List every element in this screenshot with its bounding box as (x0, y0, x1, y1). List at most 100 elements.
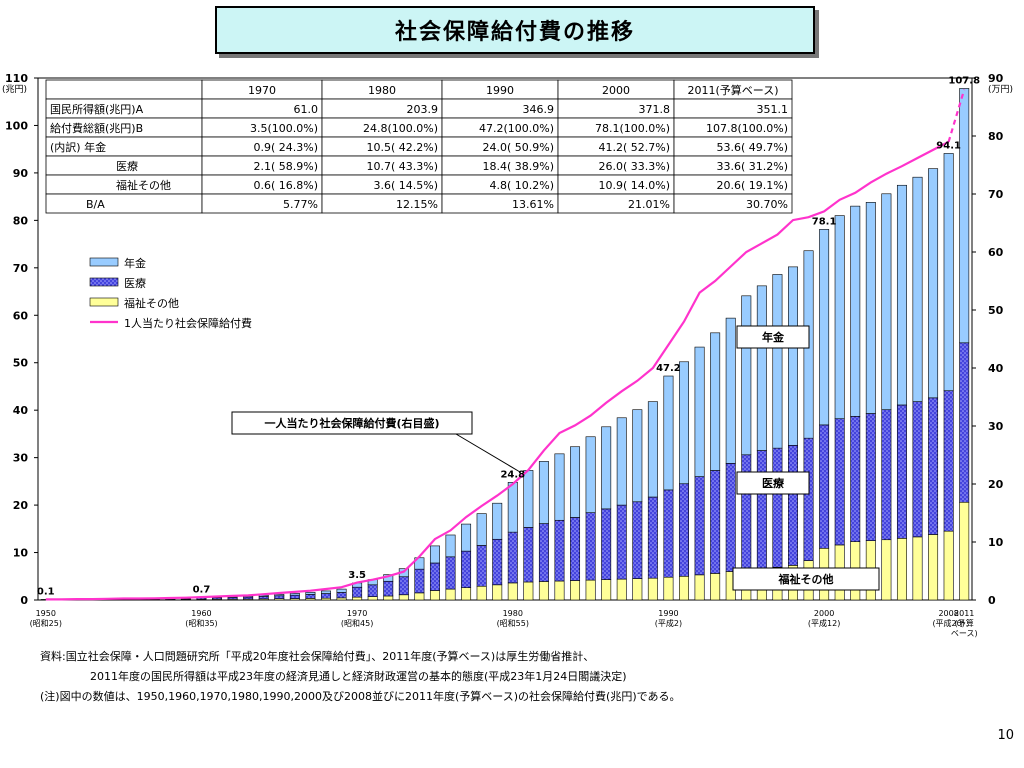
bar-segment (928, 397, 939, 535)
bar-segment (710, 573, 721, 601)
table-value: 2.1( 58.9%) (253, 160, 318, 173)
bar-segment (585, 512, 596, 581)
table-value: B/A (86, 198, 105, 211)
bar-segment (663, 489, 674, 578)
table-value: 30.70% (746, 198, 788, 211)
bar-segment (305, 594, 316, 599)
bar-segment (383, 580, 394, 597)
bar-segment (538, 523, 549, 582)
table-header: 1990 (486, 84, 514, 97)
table-value: 医療 (116, 159, 138, 173)
bar-segment (647, 577, 658, 601)
per-capita-line-estimate (947, 89, 966, 143)
source-note-3: (注)図中の数値は、1950,1960,1970,1980,1990,2000及… (40, 690, 681, 703)
left-axis-tick-label: 50 (13, 357, 29, 370)
table-header: 2000 (602, 84, 630, 97)
bar-segment (476, 545, 487, 587)
x-tick-sublabel: (平成12) (808, 618, 840, 628)
bar-segment (383, 595, 394, 601)
x-tick-sublabel: (昭和25) (30, 619, 62, 628)
table-value: 0.6( 16.8%) (253, 179, 318, 192)
bar-segment (943, 530, 954, 601)
table-value: 福祉その他 (116, 178, 171, 192)
x-tick-sublabel: (昭和45) (341, 619, 373, 628)
bar-segment (616, 578, 627, 601)
bar-segment (865, 413, 876, 541)
bar-segment (585, 579, 596, 601)
annotation-per-capita-box (231, 411, 473, 435)
legend-swatch (89, 297, 119, 307)
bar-segment (429, 562, 440, 591)
bar-segment (865, 202, 876, 414)
x-tick-label: 1980 (503, 609, 523, 618)
table-value: 24.0( 50.9%) (482, 141, 554, 154)
bar-segment (538, 581, 549, 601)
x-tick-label: 1990 (658, 609, 678, 618)
annotation-medical-box (736, 471, 810, 495)
bar-segment (321, 593, 331, 599)
bar-segment (274, 595, 285, 600)
bar-segment (352, 586, 363, 598)
bar-segment (896, 404, 907, 539)
right-axis-tick-label: 40 (988, 362, 1004, 375)
bar-segment (398, 594, 409, 601)
table-value: 20.6( 19.1%) (716, 179, 788, 192)
bar-segment (912, 536, 923, 601)
x-tick-label: 2011 (954, 609, 974, 618)
x-tick-label: 1950 (36, 609, 56, 618)
table-value: 3.6( 14.5%) (373, 179, 438, 192)
table-value: 24.8(100.0%) (363, 122, 438, 135)
bar-segment (336, 592, 347, 599)
bar-segment (632, 501, 643, 579)
bar-segment (834, 418, 845, 546)
table-value: 10.7( 43.3%) (366, 160, 438, 173)
bar-segment (710, 332, 721, 471)
bar-segment (679, 361, 689, 485)
left-axis-tick-label: 30 (13, 452, 29, 465)
x-tick-sublabel: (予算 (955, 618, 974, 628)
bar-segment (367, 596, 378, 601)
chart: 0 10 20 30 40 50 60 70 80 90 100 110(兆円) 0 10 20 30 40 50… (2, 72, 1013, 638)
table-header: 2011(予算ベース) (687, 83, 778, 97)
bar-total-label: 107.8 (948, 75, 980, 86)
left-axis-tick-label: 110 (5, 72, 28, 85)
annotation-pension: 年金 (762, 330, 785, 344)
table-value: (内訳) 年金 (50, 140, 106, 154)
right-axis-tick-label: 0 (988, 594, 996, 607)
left-axis-tick-label: 40 (13, 404, 29, 417)
source-note-1: 資料:国立社会保障・人口問題研究所「平成20年度社会保障給付費」、2011年度(… (40, 650, 595, 663)
left-axis-tick-label: 10 (13, 547, 29, 560)
table-cell (673, 193, 793, 214)
left-axis-tick-label: 20 (13, 499, 29, 512)
page-number: 10 (997, 728, 1014, 743)
table-value: 0.9( 24.3%) (253, 141, 318, 154)
x-tick-label: 1960 (191, 609, 211, 618)
bar-segment (289, 594, 300, 599)
x-tick-label: 1970 (347, 609, 367, 618)
bar-segment (601, 508, 612, 580)
bar-segment (834, 215, 845, 420)
right-axis-tick-label: 80 (988, 130, 1004, 143)
bar-total-label: 78.1 (812, 216, 837, 227)
right-axis-tick-label: 20 (988, 478, 1004, 491)
bar-segment (819, 229, 830, 426)
left-axis-tick-label: 90 (13, 167, 29, 180)
bar-segment (398, 576, 409, 596)
bar-segment (679, 483, 689, 577)
bar-segment (928, 168, 939, 399)
legend-swatch (89, 257, 119, 267)
legend-label: 福祉その他 (124, 296, 179, 310)
bar-segment (492, 538, 503, 586)
bar-segment (725, 463, 736, 572)
right-axis-tick-label: 50 (988, 304, 1004, 317)
bar-segment (741, 295, 752, 456)
table-value: 12.15% (396, 198, 438, 211)
chart-title: 社会保障給付費の推移 (215, 6, 815, 54)
bar-total-label: 47.2 (656, 363, 681, 374)
per-capita-line (45, 140, 950, 601)
bar-segment (445, 534, 456, 558)
bar-segment (616, 417, 627, 506)
bar-segment (819, 424, 830, 549)
table-value: 給付費総額(兆円)B (50, 121, 143, 135)
table-value: 3.5(100.0%) (250, 122, 318, 135)
